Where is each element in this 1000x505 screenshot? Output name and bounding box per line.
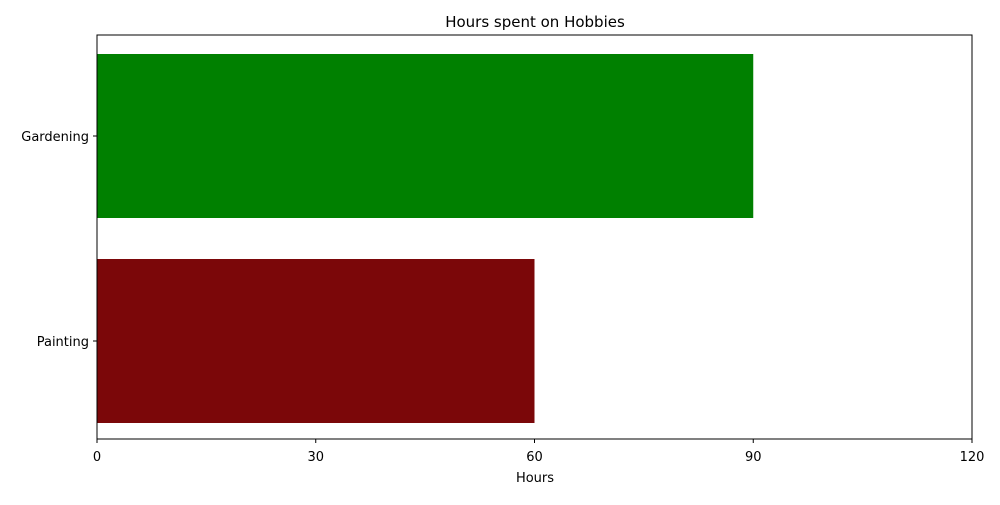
y-tick-label-gardening: Gardening bbox=[21, 130, 89, 145]
y-axis: Gardening Painting bbox=[21, 130, 97, 350]
y-tick-label-painting: Painting bbox=[37, 335, 89, 350]
bar-painting bbox=[97, 259, 535, 423]
x-tick-label-120: 120 bbox=[960, 450, 985, 465]
x-axis-label: Hours bbox=[516, 471, 554, 486]
x-axis: 0 30 60 90 120 bbox=[93, 439, 985, 465]
x-tick-label-60: 60 bbox=[526, 450, 543, 465]
x-tick-label-90: 90 bbox=[745, 450, 762, 465]
bar-gardening bbox=[97, 54, 754, 218]
bars-layer bbox=[97, 54, 754, 423]
x-tick-label-0: 0 bbox=[93, 450, 101, 465]
x-tick-label-30: 30 bbox=[307, 450, 324, 465]
chart-title: Hours spent on Hobbies bbox=[445, 13, 625, 31]
